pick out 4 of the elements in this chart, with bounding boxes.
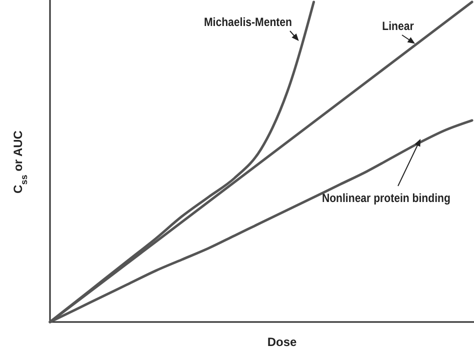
series-label: Nonlinear protein binding [322,192,450,206]
x-axis-title: Dose [267,335,297,349]
series-label: Michaelis-Menten [204,16,292,30]
series-label: Linear [382,20,414,34]
